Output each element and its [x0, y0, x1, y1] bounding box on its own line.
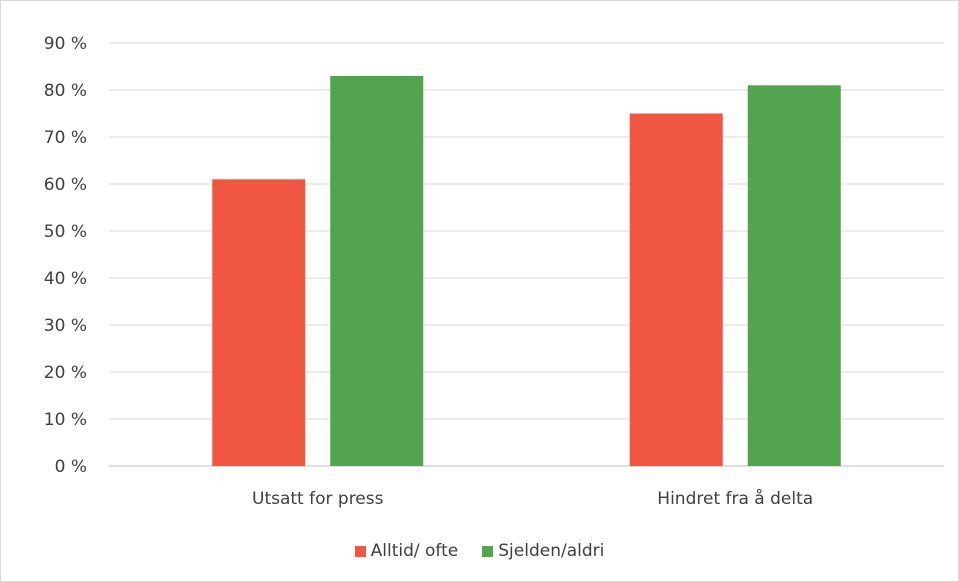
bar-2-1: [330, 75, 424, 467]
bar-1-2: [629, 113, 723, 466]
x-category-label: Utsatt for press: [252, 489, 384, 509]
y-tick-label: 90 %: [44, 34, 87, 54]
legend-item-series-1: Alltid/ ofte: [354, 541, 459, 561]
legend-swatch-series-1: [354, 545, 366, 557]
legend-label-series-1: Alltid/ ofte: [370, 541, 459, 561]
y-tick-label: 40 %: [44, 269, 87, 289]
y-tick-label: 20 %: [44, 363, 87, 383]
y-tick-label: 0 %: [55, 457, 87, 477]
bar-2-2: [747, 85, 841, 467]
legend-item-series-2: Sjelden/aldri: [482, 541, 604, 561]
y-tick-label: 10 %: [44, 410, 87, 430]
x-category-label: Hindret fra å delta: [657, 488, 813, 509]
y-axis-tick-labels: 0 % 10 % 20 % 30 % 40 % 50 % 60 % 70 % 80 % 90 %: [44, 34, 87, 477]
legend-label-series-2: Sjelden/aldri: [498, 541, 605, 561]
bars: [212, 75, 841, 467]
y-tick-label: 50 %: [44, 222, 87, 242]
bar-1-1: [212, 179, 306, 467]
y-tick-label: 30 %: [44, 316, 87, 336]
y-tick-label: 60 %: [44, 175, 87, 195]
legend: Alltid/ ofte Sjelden/aldri: [1, 539, 958, 563]
y-tick-label: 80 %: [44, 81, 87, 101]
bar-chart: 0 %10 %20 %30 %40 %50 %60 %70 %80 %90 % …: [44, 34, 944, 509]
x-axis-category-labels: Utsatt for press Hindret fra å delta: [252, 488, 813, 509]
y-tick-label: 70 %: [44, 128, 87, 148]
legend-swatch-series-2: [482, 545, 494, 557]
